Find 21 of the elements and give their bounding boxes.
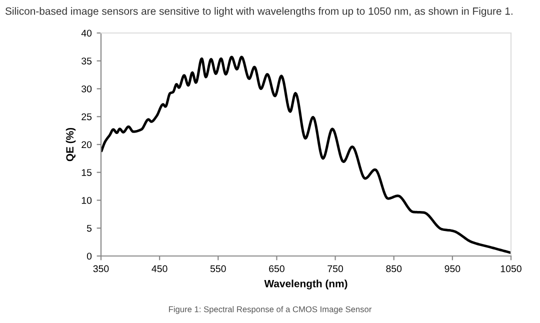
y-tick-label: 25	[82, 113, 92, 120]
x-tick-label: 550	[210, 265, 226, 272]
x-tick-label: 850	[386, 265, 402, 272]
caption: Figure 1: Spectral Response of a CMOS Image Sensor	[169, 306, 372, 314]
y-tick-label: 30	[82, 85, 92, 92]
y-tick-label: 0	[86, 252, 92, 260]
y-axis-title: QE (%)	[66, 128, 76, 162]
x-tick-label: 350	[93, 265, 109, 272]
y-tick-label: 10	[82, 196, 92, 204]
y-tick-label: 5	[86, 224, 92, 232]
x-tick-label: 750	[328, 265, 344, 272]
y-tick-label: 15	[82, 169, 92, 176]
x-axis-title: Wavelength (nm)	[264, 280, 348, 290]
y-tick-label: 40	[81, 30, 92, 37]
y-tick-label: 35	[82, 58, 92, 64]
x-tick-label: 1050	[500, 265, 522, 272]
x-tick-label: 950	[444, 265, 460, 272]
y-tick-label: 20	[82, 141, 92, 148]
x-tick-label: 650	[269, 265, 284, 272]
chart-title: Silicon-based image sensors are sensitive to light with wavelengths from up to 1050 nm, as shown in Figure 1.	[5, 7, 512, 17]
x-tick-label: 450	[152, 265, 168, 272]
